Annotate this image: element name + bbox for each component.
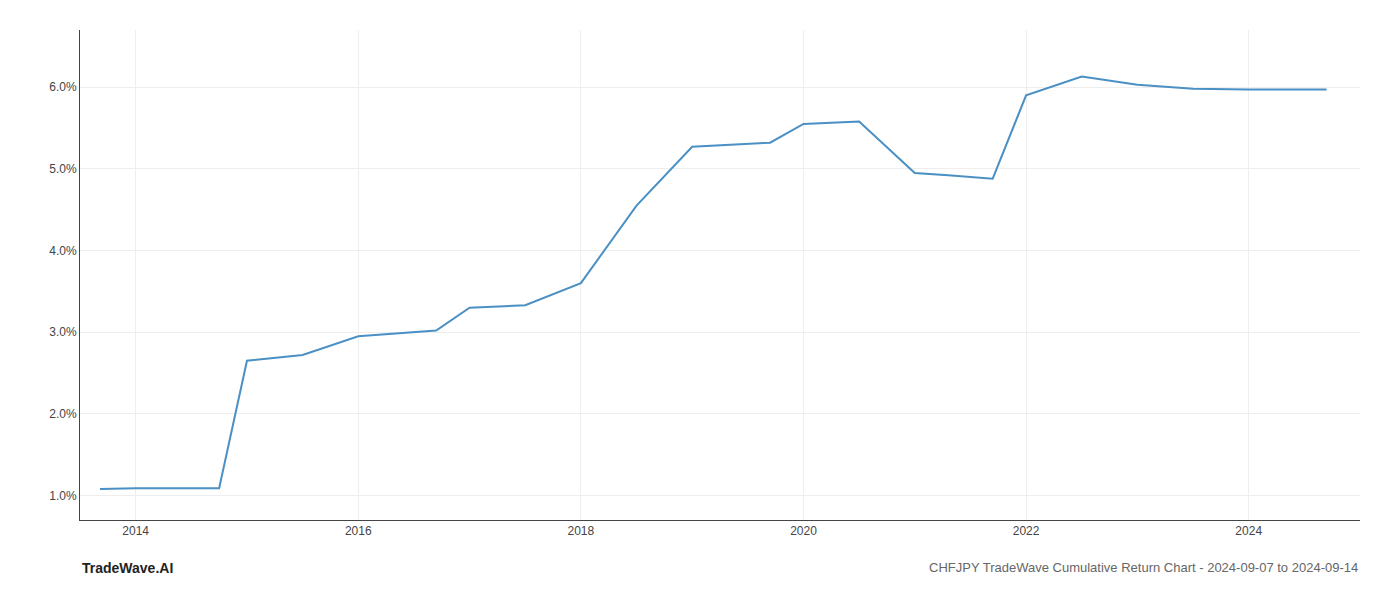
svg-text:2016: 2016: [345, 524, 372, 538]
svg-text:5.0%: 5.0%: [49, 162, 77, 176]
svg-text:3.0%: 3.0%: [49, 325, 77, 339]
svg-text:6.0%: 6.0%: [49, 80, 77, 94]
svg-text:2022: 2022: [1013, 524, 1040, 538]
svg-text:4.0%: 4.0%: [49, 244, 77, 258]
svg-text:2024: 2024: [1235, 524, 1262, 538]
svg-text:2014: 2014: [122, 524, 149, 538]
svg-text:2020: 2020: [790, 524, 817, 538]
svg-text:2018: 2018: [568, 524, 595, 538]
svg-text:TradeWave.AI: TradeWave.AI: [82, 560, 173, 576]
svg-text:2.0%: 2.0%: [49, 407, 77, 421]
svg-text:CHFJPY TradeWave Cumulative Re: CHFJPY TradeWave Cumulative Return Chart…: [929, 560, 1358, 575]
svg-text:1.0%: 1.0%: [49, 489, 77, 503]
